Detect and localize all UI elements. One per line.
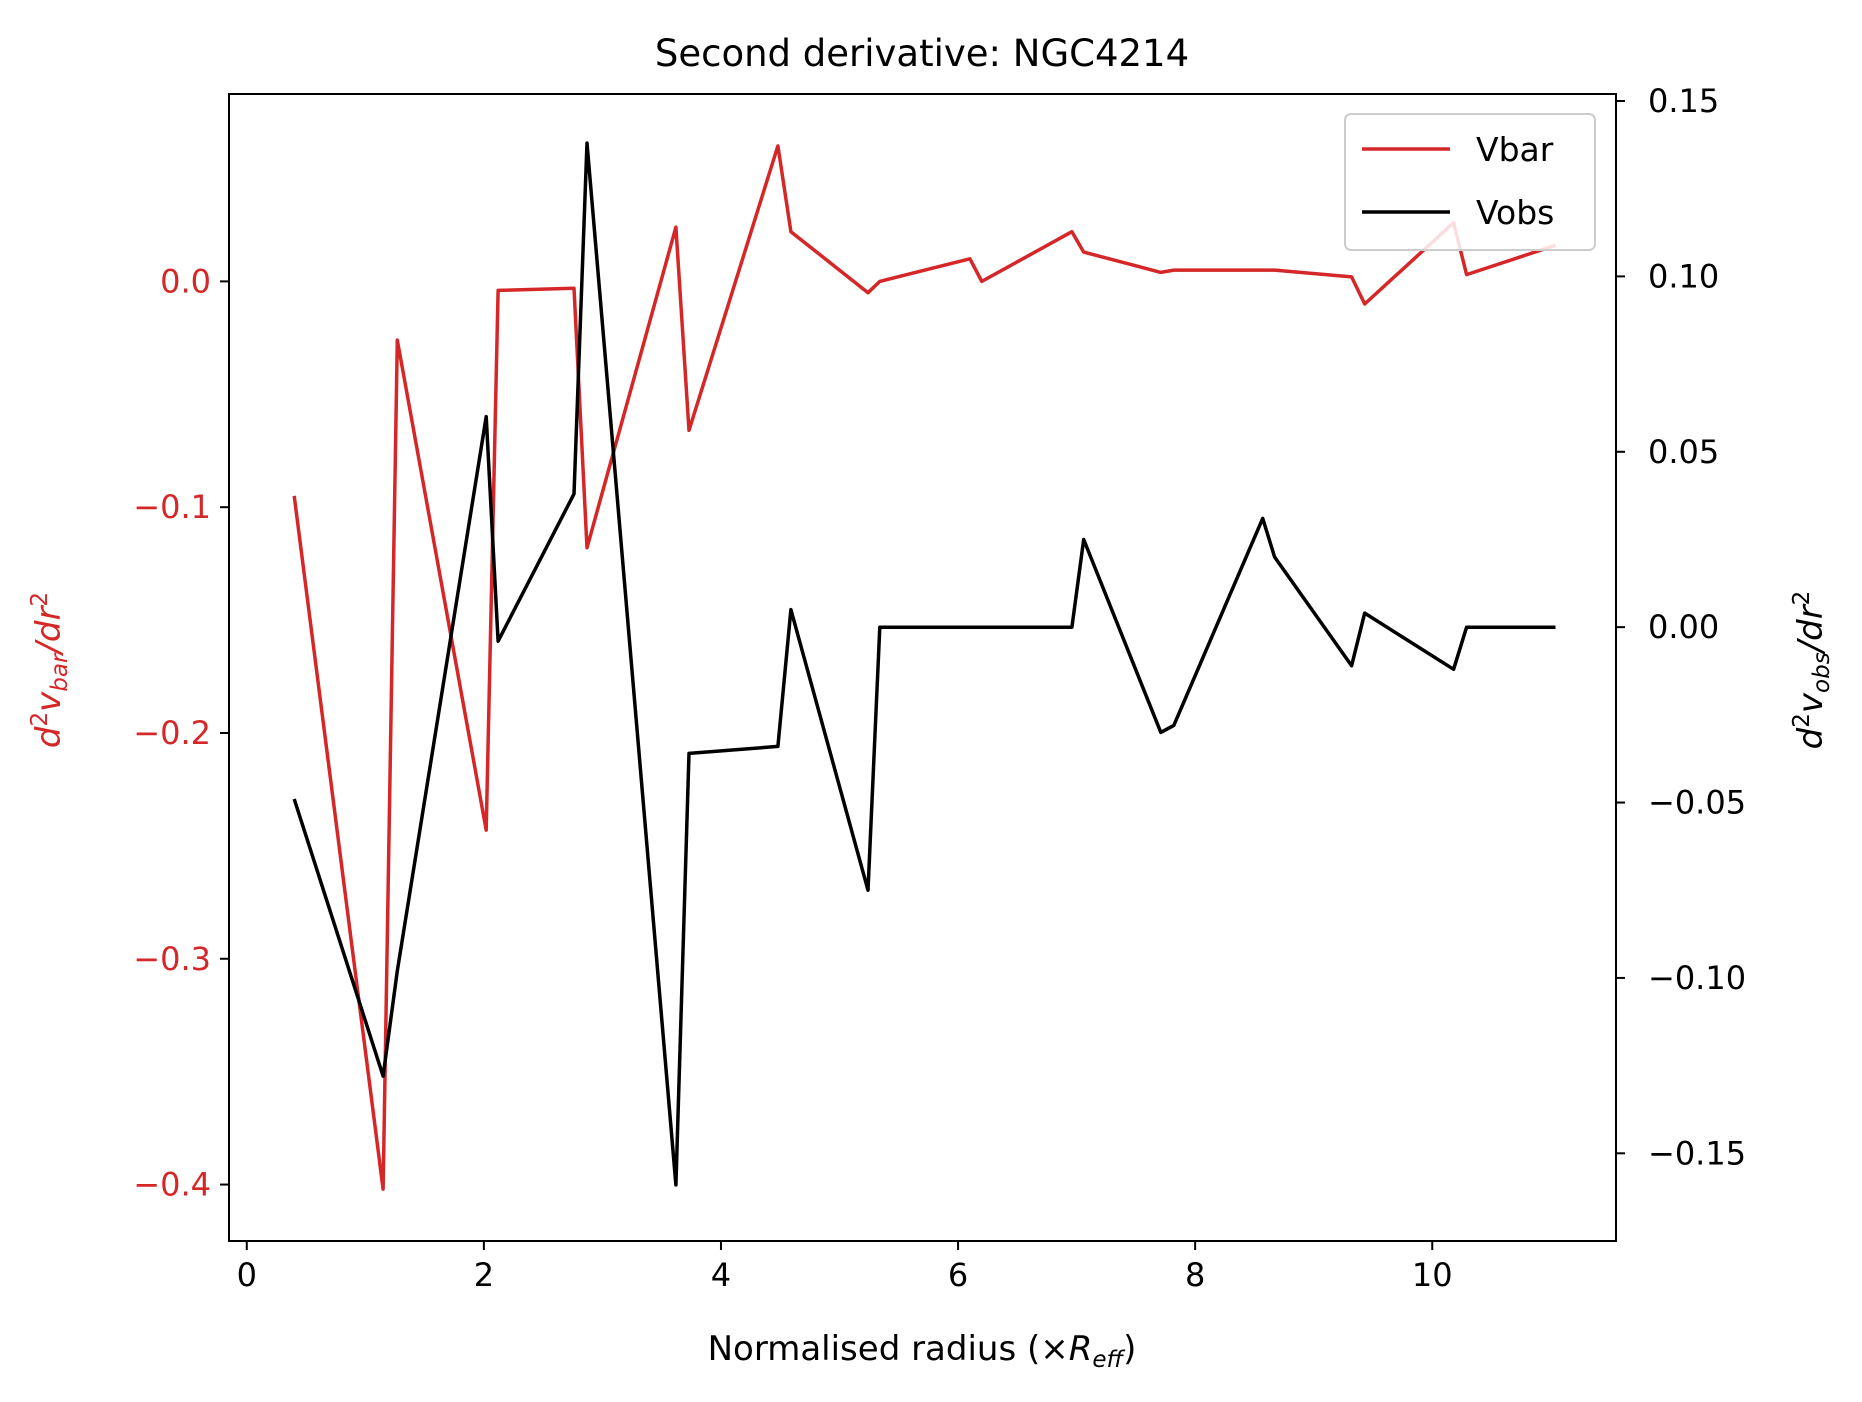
y-left-tick-label: −0.4 [133,1166,211,1204]
y-left-tick-label: −0.1 [133,488,211,526]
ticks-layer: 0 2 4 6 8 10 0.0 −0.1 −0.2 −0.3 −0.4 0.15 0.10 0.05 0.… [133,82,1746,1294]
chart-title: Second derivative: NGC4214 [655,32,1189,75]
lines-layer [292,141,1557,1191]
x-tick-label: 6 [948,1256,968,1294]
y-right-tick-label: 0.10 [1648,257,1719,295]
y-right-tick-label: 0.00 [1648,608,1719,646]
x-tick-label: 2 [474,1256,494,1294]
y-right-tick-label: −0.10 [1648,959,1746,997]
x-axis-label: Normalised radius (×Reff) [708,1329,1137,1373]
y-right-tick-label: 0.05 [1648,433,1719,471]
legend-label-vobs: Vobs [1476,193,1554,232]
y-left-tick-label: 0.0 [160,262,211,300]
plot-frame [228,93,1617,1242]
legend-label-vbar: Vbar [1476,130,1554,169]
legend-box [1344,113,1596,251]
legend: Vbar Vobs [1344,113,1596,251]
y-left-axis-label: d2vbar/dr2 [27,592,73,748]
series-line-vbar [292,144,1557,1191]
y-right-tick-label: −0.15 [1648,1134,1746,1172]
x-tick-label: 0 [237,1256,257,1294]
x-tick-label: 10 [1412,1256,1453,1294]
y-right-tick-label: 0.15 [1648,82,1719,120]
x-tick-label: 4 [711,1256,731,1294]
y-right-tick-label: −0.05 [1648,784,1746,822]
y-right-axis-label: d2vobs/dr2 [1789,591,1835,750]
x-tick-label: 8 [1185,1256,1205,1294]
series-line-vobs [292,141,1556,1187]
y-left-tick-label: −0.3 [133,940,211,978]
y-left-tick-label: −0.2 [133,714,211,752]
